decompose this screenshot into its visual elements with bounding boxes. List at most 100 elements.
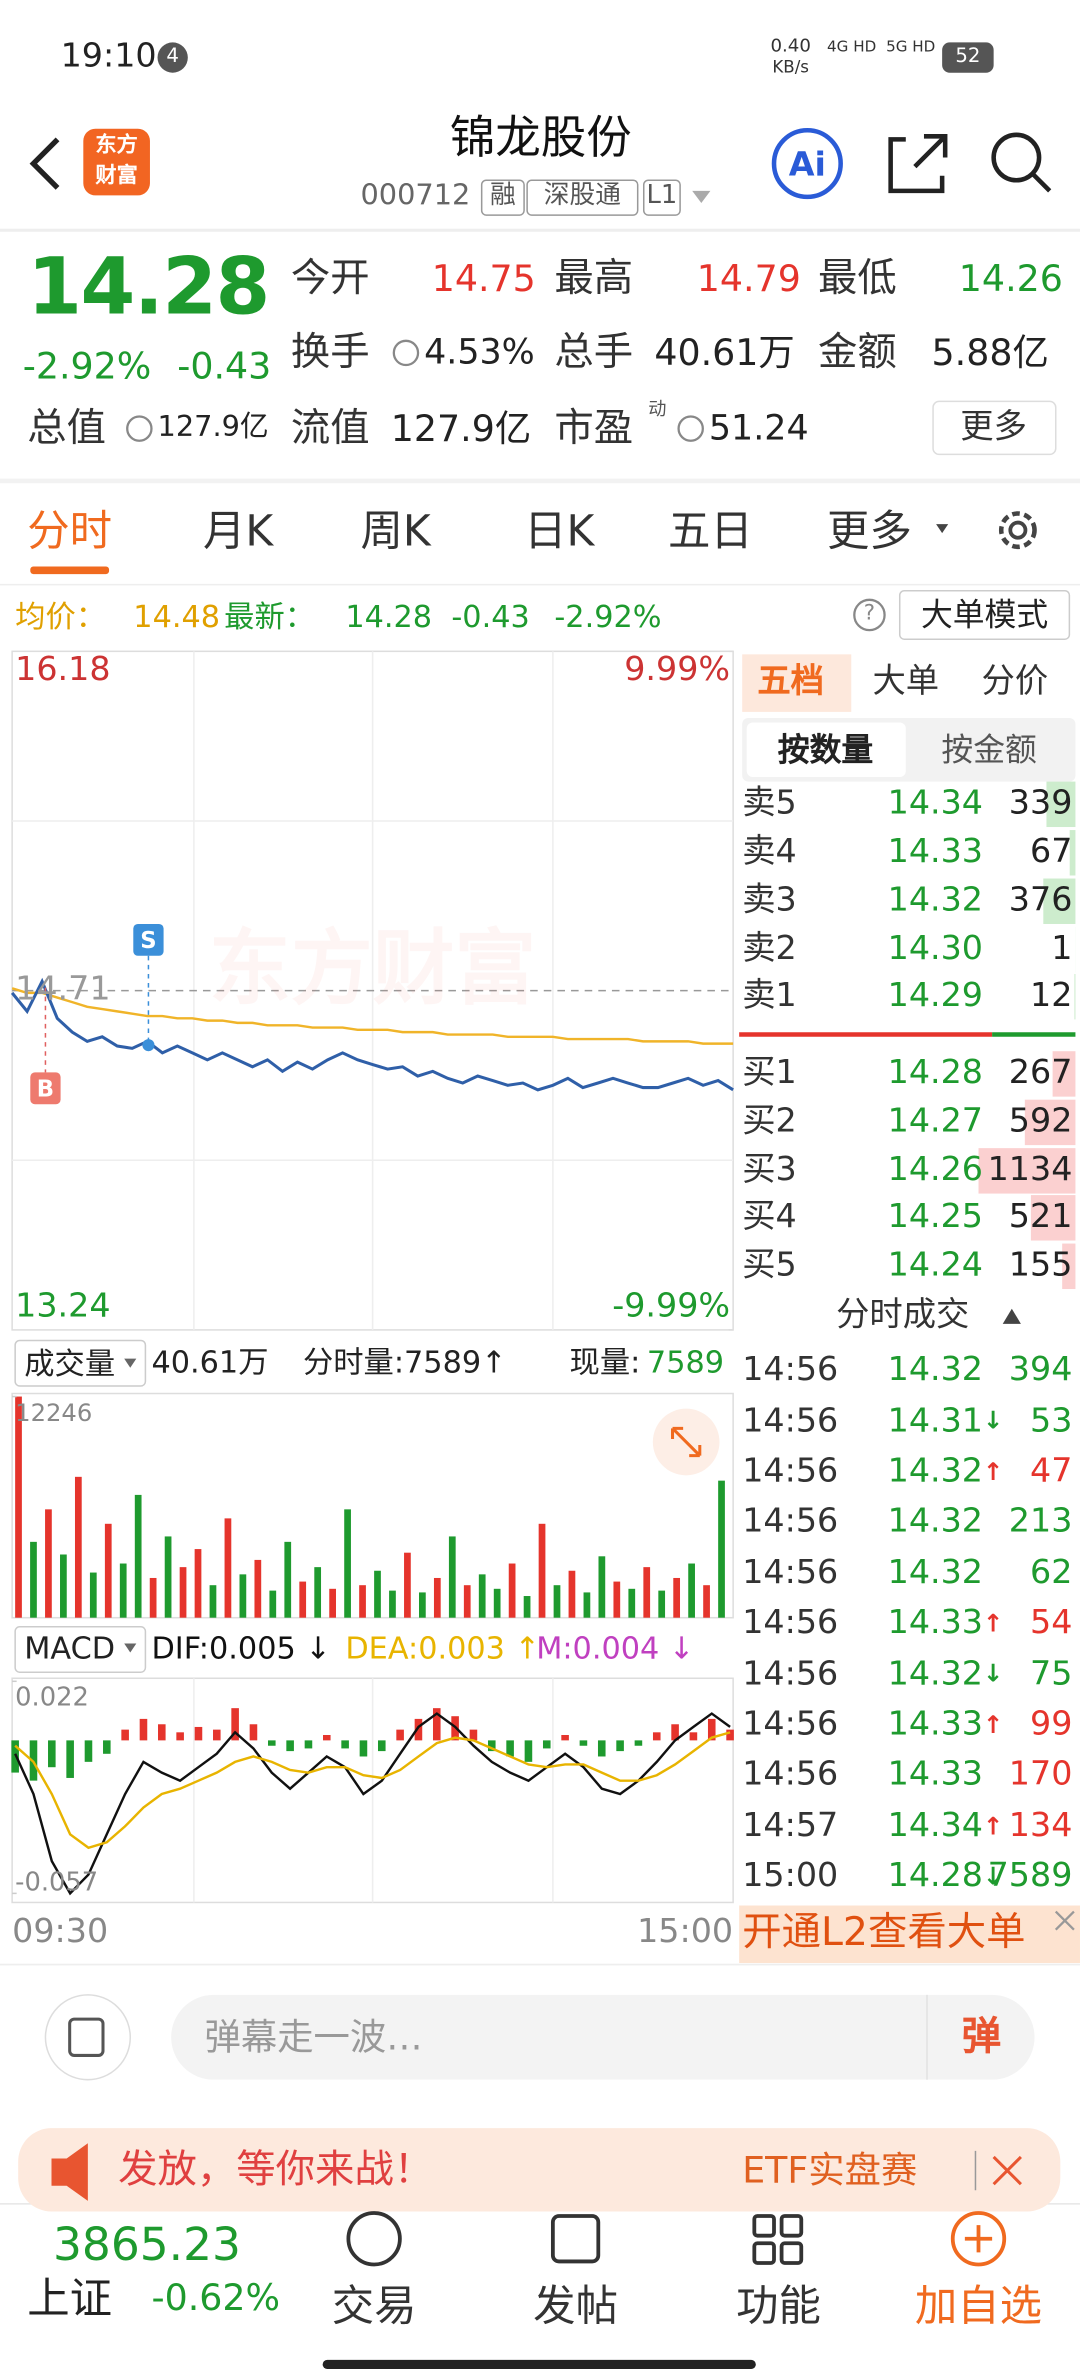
chart-tab[interactable]: 日K bbox=[524, 505, 595, 556]
dropdown-icon[interactable] bbox=[692, 190, 711, 203]
volume-selector-label[interactable]: 成交量 bbox=[24, 1344, 116, 1381]
help-icon[interactable]: ? bbox=[863, 601, 876, 626]
nav-item[interactable]: 发帖 bbox=[533, 2280, 618, 2331]
stock-tag: 融 bbox=[490, 180, 516, 212]
total-volume: 40.61万 bbox=[151, 1342, 269, 1380]
field-value: 127.9亿 bbox=[157, 410, 269, 444]
volume-bar bbox=[583, 1592, 591, 1618]
depth-bar bbox=[1052, 1051, 1076, 1097]
field-value: 14.26 bbox=[958, 257, 1063, 300]
trades-title[interactable]: 分时成交 bbox=[836, 1296, 970, 1335]
chart-tab[interactable]: 周K bbox=[360, 505, 431, 556]
search-icon[interactable] bbox=[991, 132, 1042, 183]
sub-tab-active[interactable] bbox=[746, 722, 906, 778]
trade-price: 14.28 bbox=[887, 1857, 984, 1896]
trade-icon[interactable] bbox=[346, 2211, 402, 2267]
tag-box bbox=[642, 179, 681, 216]
macd-bar bbox=[707, 1718, 716, 1741]
add-icon-plus bbox=[964, 2225, 993, 2253]
macd-bar bbox=[396, 1729, 404, 1741]
summary-change-pct: -2.92% bbox=[554, 597, 662, 634]
nav-item[interactable]: 加自选 bbox=[914, 2280, 1043, 2331]
nav-item[interactable]: 功能 bbox=[736, 2280, 821, 2331]
banner-bg[interactable] bbox=[18, 2128, 1061, 2212]
indicator-selector[interactable] bbox=[14, 1626, 147, 1673]
index-value[interactable]: 3865.23 bbox=[53, 2219, 241, 2273]
chart-tab[interactable]: 更多 bbox=[827, 505, 912, 556]
help-icon[interactable] bbox=[853, 598, 886, 632]
book-sub-tab[interactable]: 按数量 bbox=[777, 731, 874, 768]
volume-bar bbox=[389, 1590, 396, 1618]
summary-latest-label: 最新： bbox=[224, 597, 316, 634]
collapse-icon[interactable] bbox=[1002, 1308, 1021, 1324]
function-icon[interactable] bbox=[752, 2214, 776, 2238]
trade-direction: ↑ bbox=[983, 1709, 1004, 1739]
close-icon[interactable] bbox=[1054, 1910, 1075, 1931]
last-price: 14.28 bbox=[27, 241, 270, 333]
index-change[interactable]: -0.62% bbox=[151, 2276, 281, 2320]
trade-time: 14:56 bbox=[742, 1553, 839, 1592]
banner-tag[interactable]: ETF实盘赛 bbox=[742, 2149, 918, 2192]
tab-active-bg bbox=[742, 654, 852, 712]
nav-item[interactable]: 交易 bbox=[331, 2280, 417, 2331]
close-icon[interactable] bbox=[992, 2155, 1022, 2186]
battery-icon bbox=[942, 42, 994, 73]
chart-tab[interactable]: 分时 bbox=[27, 505, 113, 556]
book-price: 14.34 bbox=[887, 784, 984, 823]
post-icon[interactable] bbox=[550, 2214, 601, 2264]
chart-tab[interactable]: 五日 bbox=[667, 505, 753, 556]
trade-time: 15:00 bbox=[742, 1857, 839, 1896]
book-volume: 1 bbox=[1051, 930, 1073, 969]
trade-volume: 170 bbox=[1008, 1756, 1073, 1795]
share-icon[interactable] bbox=[888, 134, 948, 194]
ai-icon[interactable] bbox=[771, 127, 843, 200]
book-tab[interactable]: 分价 bbox=[981, 663, 1049, 702]
ai-icon-glyph: Ai bbox=[789, 145, 826, 184]
trade-direction: ↑ bbox=[983, 1456, 1004, 1486]
more-button[interactable] bbox=[932, 400, 1057, 456]
trade-volume: 394 bbox=[1008, 1351, 1073, 1390]
promo-bg[interactable] bbox=[739, 1905, 1080, 1964]
book-sub-tab[interactable]: 按金额 bbox=[941, 731, 1037, 768]
volume-bar bbox=[568, 1570, 576, 1618]
more-button[interactable]: 更多 bbox=[960, 409, 1027, 448]
volume-bar bbox=[359, 1585, 366, 1618]
depth-bar bbox=[1030, 1195, 1076, 1241]
book-tab[interactable]: 五档 bbox=[757, 663, 825, 702]
indicator-selector-label[interactable]: MACD bbox=[24, 1629, 116, 1666]
mode-button[interactable]: 大单模式 bbox=[920, 596, 1049, 633]
trade-price: 14.31 bbox=[887, 1402, 984, 1440]
mode-button[interactable] bbox=[898, 589, 1071, 640]
volume-selector[interactable] bbox=[14, 1339, 147, 1387]
volume-bar bbox=[164, 1536, 172, 1618]
macd-bar bbox=[341, 1740, 349, 1749]
volume-bar bbox=[329, 1588, 336, 1618]
banner-text[interactable]: 发放，等你来战！ bbox=[118, 2147, 434, 2193]
app-logo bbox=[83, 128, 150, 196]
volume-bar bbox=[104, 1523, 112, 1618]
macd-bar bbox=[652, 1732, 661, 1741]
book-tab[interactable]: 大单 bbox=[872, 663, 940, 702]
y2-tick-label: 9.99% bbox=[624, 651, 731, 690]
settings-icon[interactable] bbox=[998, 511, 1037, 550]
chart-tab[interactable]: 月K bbox=[202, 505, 274, 556]
trade-time: 14:56 bbox=[742, 1452, 839, 1491]
book-volume: 12 bbox=[1029, 977, 1073, 1016]
trade-volume: 213 bbox=[1008, 1503, 1073, 1542]
megaphone-icon bbox=[51, 2143, 88, 2201]
trade-volume: 75 bbox=[1029, 1655, 1073, 1693]
comment-placeholder[interactable]: 弹幕走一波… bbox=[204, 2016, 423, 2059]
macd-bar bbox=[487, 1740, 496, 1752]
comment-icon-bg[interactable] bbox=[44, 1994, 132, 2081]
back-icon[interactable] bbox=[29, 137, 60, 190]
index-name[interactable]: 上证 bbox=[27, 2272, 113, 2323]
trade-time: 14:56 bbox=[742, 1705, 839, 1744]
volume-bar bbox=[613, 1581, 621, 1618]
add-icon[interactable] bbox=[950, 2211, 1007, 2267]
macd-bar bbox=[597, 1740, 606, 1757]
danmaku-button[interactable]: 弹 bbox=[961, 2014, 1002, 2060]
comment-input[interactable] bbox=[171, 1994, 1035, 2080]
volume-bar bbox=[89, 1572, 97, 1618]
x-tick-label: 09:30 bbox=[12, 1913, 109, 1952]
promo-link[interactable]: 开通L2查看大单 bbox=[742, 1909, 1026, 1956]
